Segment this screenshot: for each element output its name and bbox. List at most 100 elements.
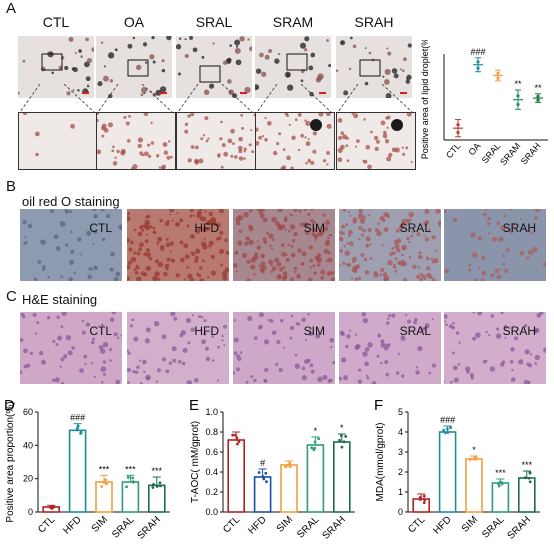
panel-c-micrograph-srah: SRAH [444,312,546,384]
significance-mark: *** [495,468,506,478]
y-tick-label: 3 [398,447,403,457]
panel-a-micrograph-top [176,36,252,98]
y-tick-label: 40 [23,440,33,450]
micrograph-texture [339,209,441,281]
error-bar [231,431,241,446]
panel-b-micrograph-ctl: CTL [20,209,122,281]
significance-mark: * [472,445,476,455]
panel-a-micrograph-bottom [336,112,416,170]
bar-srah [518,477,536,513]
group-label: SRAL [399,324,431,338]
panel-b-title: oil red O staining [22,194,120,209]
bar-srah [148,484,166,513]
group-label: SRAH [502,324,536,338]
bar-sral [491,482,510,513]
x-tick-label: SRAL [110,514,137,541]
micrograph-texture [20,312,122,384]
x-tick-label: SIM [460,514,480,534]
micrograph-texture [127,312,228,384]
panel-a-scatter-chart: Positive area of lipid droplet(%) CTL ### O… [420,40,548,167]
error-bar [125,474,135,489]
y-tick-label: 0 [28,507,33,517]
x-tick-label: SRAL [295,514,322,541]
group-label: SRAH [502,221,536,235]
panel-a-micrograph-top [336,36,412,98]
micrograph-texture [18,36,94,96]
significance-mark: *** [125,464,136,474]
x-tick-label: SRAH [320,514,347,541]
group-label: SIM [303,221,325,235]
panel-letter: F [374,397,383,414]
bar-hfd [253,476,272,513]
x-tick-label: SRAL [480,514,507,541]
panel-b-micrograph-sim: SIM [233,209,335,281]
bar-sim [465,458,483,513]
y-tick-label: 0.2 [205,487,218,497]
y-tick-label: 4 [398,427,403,437]
micrograph-texture [337,113,413,169]
error-bar [73,423,83,435]
significance-mark: ### [470,47,485,57]
panel-a-micrograph-bottom [255,112,335,170]
x-tick-label: SIM [90,514,110,534]
y-axis-label: Positive area of lipid droplet(%) [420,40,430,159]
panel-a-micrograph-bottom [18,112,98,170]
micrograph-texture [444,312,546,384]
panel-a-label-srah: SRAH [354,14,394,30]
x-tick-label: SRAM [498,141,522,167]
micrograph-texture [256,113,332,169]
panel-a-micrograph-bottom [176,112,256,170]
significance-mark: ### [70,413,85,423]
x-tick-label: SRAH [135,514,162,541]
panel-e-bar-chart: E 0.0 0.2 0.4 0.6 0.8 1.0 T-AOC( mM/gprot) CTL # H… [189,397,355,542]
error-bar [417,493,427,505]
error-bar [257,468,268,484]
panel-b-micrograph-hfd: HFD [127,209,229,281]
y-axis-label: Positive area proportion(%) [5,401,16,522]
panel-c-micrograph-sim: SIM [233,312,335,384]
x-tick-label: OA [467,141,483,157]
y-tick-label: 0.8 [205,427,218,437]
panel-letter: E [189,397,199,414]
panel-c-micrograph-sral: SRAL [339,312,441,384]
y-tick-label: 0.0 [205,507,218,517]
error-bar [468,455,478,461]
micrograph-texture [233,209,335,281]
panel-c-title: H&E staining [22,292,98,307]
data-point-sral [493,69,503,82]
bar-hfd [438,431,457,513]
group-label: CTL [89,324,112,338]
x-tick-label: SRAH [519,141,543,167]
panel-f-bar-chart: F 0 1 2 3 4 5 MDA(mmol/gprot) CTL ### HFD * SIM *** SR… [374,397,540,542]
error-bar [337,433,348,449]
micrograph-texture [176,36,252,98]
micrograph-texture [22,209,122,281]
bar-sim [95,481,113,513]
micrograph-texture [97,113,173,169]
x-tick-label: HFD [431,514,453,536]
x-tick-label: CTL [221,514,242,535]
error-bar [284,460,293,469]
bar-ctl [227,439,246,513]
error-bar [100,474,109,488]
panel-a-micrograph-top [96,36,172,98]
panel-letter-a: A [6,0,17,17]
panel-a-label-oa: OA [123,14,145,30]
x-tick-label: HFD [61,514,83,536]
panel-a-label-sral: SRAL [195,14,233,30]
y-tick-label: 1 [398,487,403,497]
data-point-ctl [453,119,463,138]
micrograph-texture [184,113,255,169]
x-tick-label: SRAH [505,514,532,541]
error-bar [47,504,56,510]
error-bar [496,478,505,488]
group-label: SIM [303,324,325,338]
panel-c-micrograph-hfd: HFD [127,312,229,384]
error-bar [522,470,532,484]
micrograph-texture [444,209,546,281]
panel-a-micrograph-bottom [96,112,176,170]
zoom-connector-lines [19,84,413,113]
significance-mark: ### [440,415,455,425]
y-axis-label: MDA(mmol/gprot) [375,423,386,502]
y-tick-label: 60 [23,407,33,417]
